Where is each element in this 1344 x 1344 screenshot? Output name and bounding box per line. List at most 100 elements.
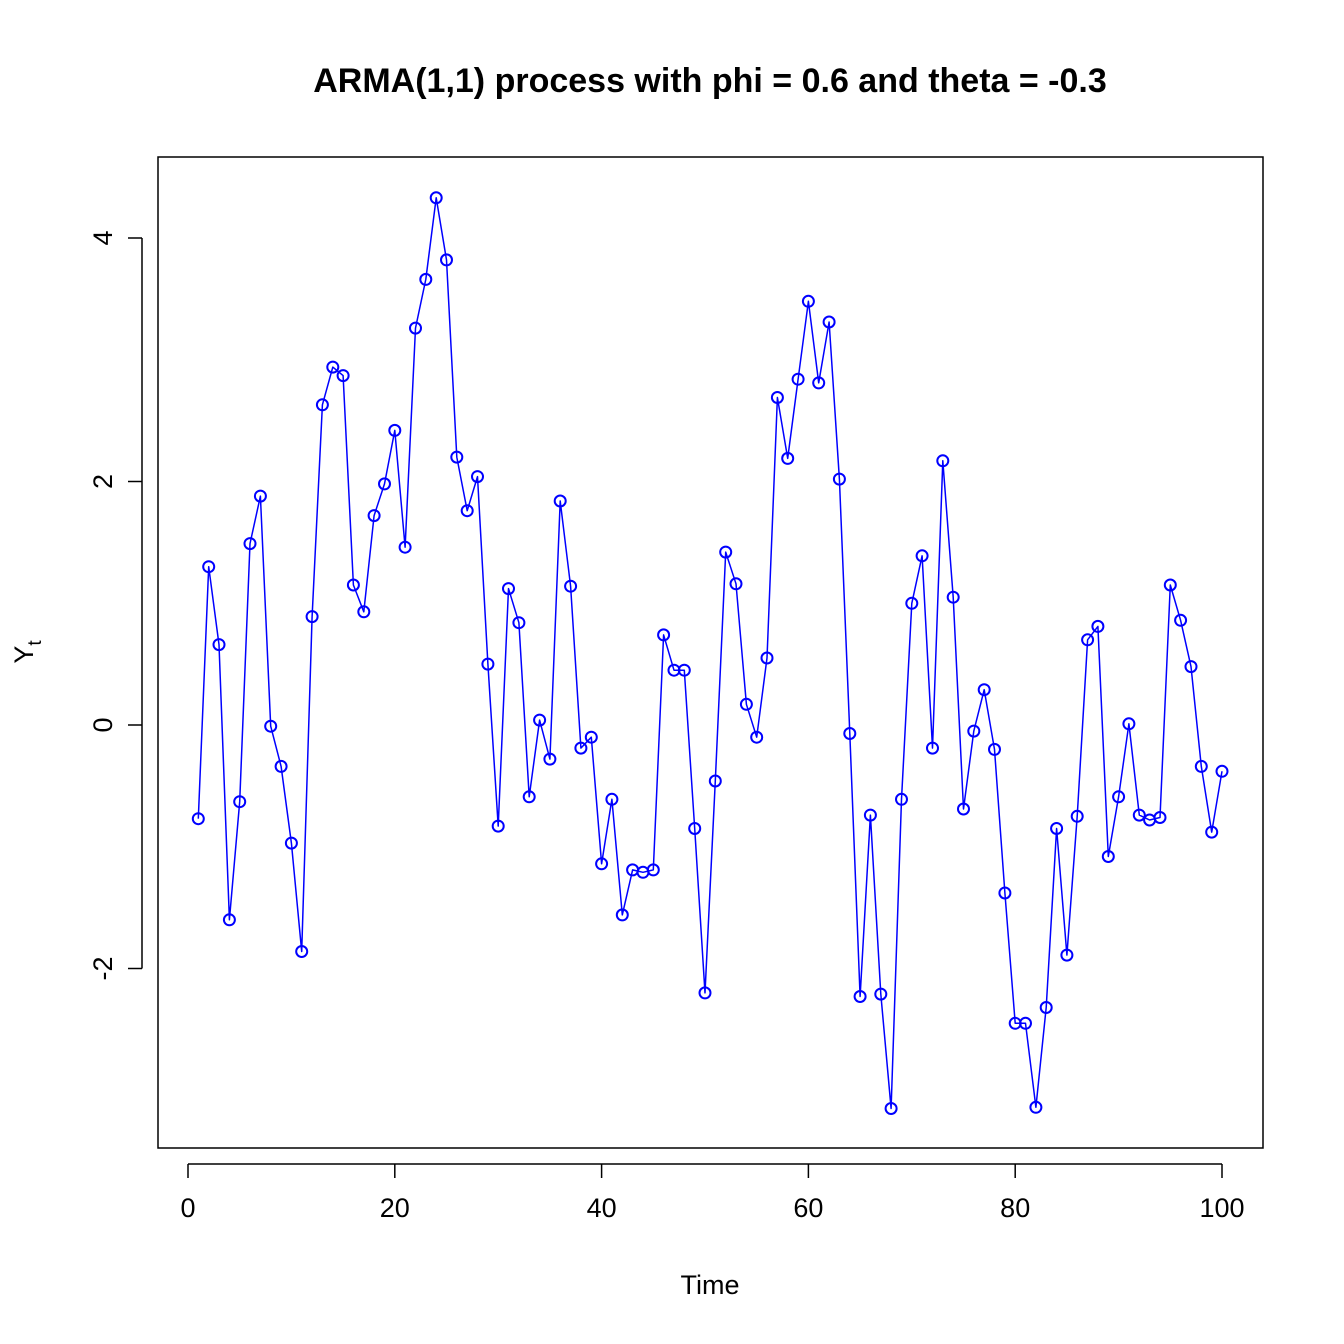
y-axis-label-main: Y [9,646,39,664]
data-point [1091,619,1105,633]
data-point [284,836,298,850]
y-tick-label: 0 [88,717,118,732]
data-point [1070,809,1084,823]
data-point [750,730,764,744]
x-tick-label: 20 [380,1193,410,1223]
x-axis-label: Time [681,1270,740,1300]
plot-frame [157,156,1264,1149]
data-point [512,616,526,630]
y-axis: -2 0 2 4 [88,230,143,981]
data-point [1184,660,1198,674]
y-tick-label: 4 [88,230,118,245]
data-point [605,792,619,806]
data-point [398,540,412,554]
y-tick-label: 2 [88,474,118,489]
data-point [812,376,826,390]
data-point [584,730,598,744]
data-point [1060,948,1074,962]
x-tick-label: 40 [587,1193,617,1223]
data-point [770,391,784,404]
data-point [843,727,857,740]
data-point [708,774,722,788]
data-point [1122,717,1136,731]
data-point [440,253,453,267]
data-point [429,191,443,205]
data-point [378,477,391,491]
data-point [202,560,216,574]
data-point [1112,790,1126,804]
data-point [564,579,578,593]
data-point [1050,822,1064,835]
data-point [853,990,867,1003]
data-point [295,945,309,958]
y-axis-label: Yt [9,640,46,664]
data-point [419,272,433,286]
data-point [191,812,205,826]
data-point [315,398,329,412]
data-point [781,451,795,465]
data-point [305,610,319,624]
data-point [957,802,970,816]
data-point [1215,764,1229,778]
data-point [1194,759,1208,773]
data-point [533,713,547,727]
data-point [998,886,1012,900]
data-point [1163,578,1177,592]
data-point [1205,825,1219,839]
data-point [450,450,464,464]
data-point [739,697,753,711]
x-tick-label: 100 [1199,1193,1244,1223]
data-point [253,489,267,503]
data-point [212,638,226,652]
data-point [388,423,402,437]
data-point [1101,850,1115,863]
data-point [367,509,381,523]
data-point [1132,808,1146,822]
data-point [1153,811,1167,824]
data-point [481,657,495,671]
y-axis-label-subscript: t [25,640,46,646]
data-point [1019,1016,1032,1030]
data-point [988,742,1001,756]
data-point [543,752,557,766]
data-point [863,808,877,822]
data-point [905,596,919,610]
data-point [926,741,939,755]
data-point [409,321,422,335]
data-point [336,369,350,383]
x-axis: 0 20 40 60 80 100 [180,1163,1245,1223]
data-point [832,472,846,486]
data-point [936,454,950,468]
data-point [553,494,567,508]
chart-title: ARMA(1,1) process with phi = 0.6 and the… [313,62,1107,100]
data-point [801,294,815,308]
data-point [233,795,247,809]
data-point [698,986,712,1000]
data-point [729,577,743,591]
data-point [874,987,888,1001]
data-point [946,590,960,604]
data-point [1029,1100,1043,1114]
data-point [326,360,340,374]
data-point [1174,613,1188,627]
data-point [760,651,774,665]
series-layer [191,191,1229,1115]
data-point [1081,633,1095,647]
data-point [357,605,371,619]
data-point [471,470,484,484]
data-point [274,759,288,773]
data-point [977,683,991,697]
data-point [895,792,908,806]
data-point [1039,1001,1053,1014]
data-point [522,790,536,804]
y-tick-label: -2 [88,956,118,980]
data-point [884,1102,898,1115]
data-point [574,741,588,755]
data-point [677,663,691,677]
x-tick-label: 60 [793,1193,823,1223]
data-point [595,857,609,871]
data-point [222,913,236,927]
data-point [688,822,702,835]
